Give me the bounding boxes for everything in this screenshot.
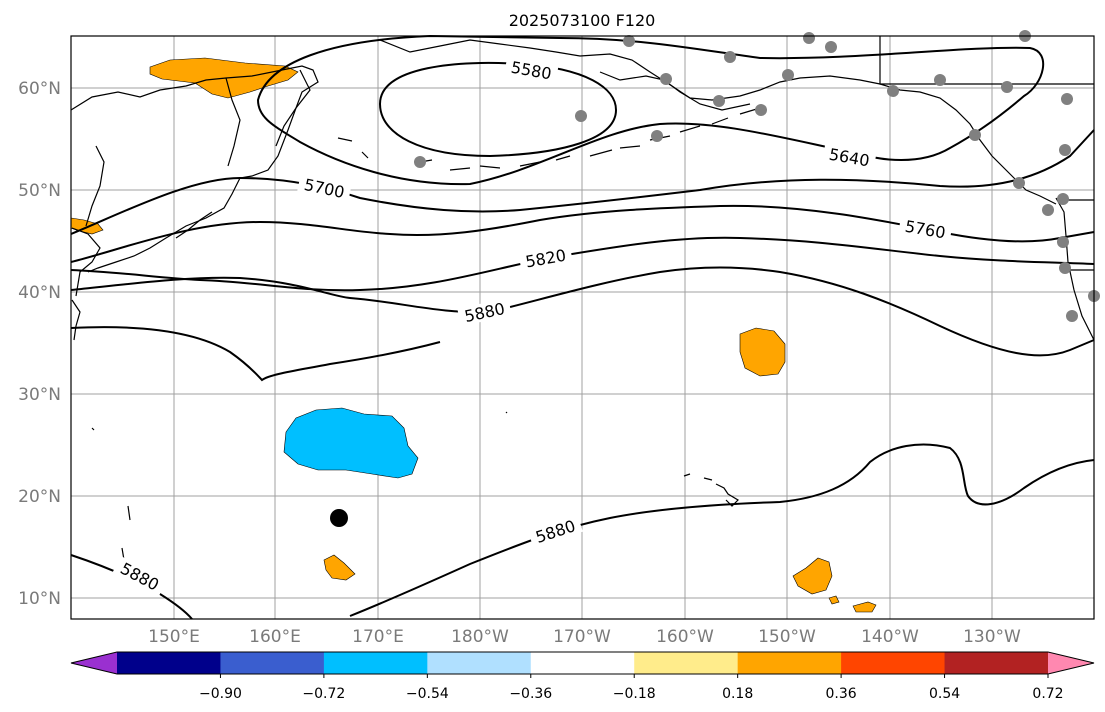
lon-label-170w: 170°W (553, 627, 611, 647)
coastline-alaska (379, 39, 1057, 205)
lon-label-170e: 170°E (352, 627, 404, 647)
contour-5580-inner (378, 61, 618, 158)
contour-5880-north (70, 266, 1095, 357)
map-frame (70, 35, 1095, 620)
colorbar: −0.90 −0.72 −0.54 −0.36 −0.18 0.18 0.36 0.54 0.7… (70, 651, 1095, 702)
station-dot (755, 104, 767, 116)
colorbar-tick-label: 0.36 (826, 686, 857, 702)
colorbar-tick-label: 0.72 (1032, 686, 1063, 702)
station-dot (887, 85, 899, 97)
coastline-aleutians (337, 107, 761, 171)
map-panel: 5580 5640 5700 5760 5820 5880 5880 5880 (70, 30, 1100, 620)
lat-label-50n: 50°N (18, 181, 61, 201)
lat-label-60n: 60°N (18, 79, 61, 99)
station-dot (782, 69, 794, 81)
coastline-small-islands (91, 411, 508, 561)
colorbar-extend-high (1048, 652, 1094, 674)
station-dot (414, 156, 426, 168)
height-contours (70, 34, 1095, 620)
lon-label-160w: 160°W (656, 627, 714, 647)
lat-label-20n: 20°N (18, 487, 61, 507)
colorbar-segment (117, 652, 221, 674)
anomaly-positive-east-1 (792, 557, 833, 595)
contour-5700 (70, 129, 1095, 235)
map-title: 2025073100 F120 (509, 11, 656, 30)
lon-label-150e: 150°E (148, 627, 200, 647)
station-dot (660, 73, 672, 85)
anomaly-positive-east-3 (828, 595, 840, 605)
station-dot (1013, 177, 1025, 189)
lon-label-180w: 180°W (451, 627, 509, 647)
station-dot (803, 32, 815, 44)
station-dot (825, 41, 837, 53)
anomaly-positive-marshall (323, 554, 356, 581)
anomaly-negative-subtropical (283, 407, 419, 479)
colorbar-segment (737, 652, 842, 674)
station-dot (969, 129, 981, 141)
colorbar-tick-label: −0.18 (613, 686, 656, 702)
coastline-asia (70, 65, 319, 273)
station-dot (575, 110, 587, 122)
lon-label-150w: 150°W (758, 627, 816, 647)
colorbar-tick-label: 0.18 (722, 686, 753, 702)
coastline-alaska-inner (599, 71, 751, 111)
colorbar-segment (530, 652, 635, 674)
lat-label-30n: 30°N (18, 385, 61, 405)
border-canada (879, 36, 1094, 85)
station-dot (713, 95, 725, 107)
lat-label-40n: 40°N (18, 283, 61, 303)
coastline-na-west (1055, 197, 1095, 341)
colorbar-tick-label: 0.54 (929, 686, 960, 702)
station-dot (1066, 310, 1078, 322)
lon-label-160e: 160°E (249, 627, 301, 647)
colorbar-segment (220, 652, 325, 674)
contour-5640 (256, 34, 1045, 186)
coastline-okhotsk (225, 77, 241, 167)
colorbar-segment (323, 652, 428, 674)
colorbar-tick-label: −0.36 (509, 686, 552, 702)
colorbar-segment (841, 652, 946, 674)
storm-center-marker (330, 509, 348, 527)
station-dot (1059, 262, 1071, 274)
coastline-kurils (175, 211, 213, 239)
station-dot (1059, 144, 1071, 156)
station-dot (1057, 193, 1069, 205)
lon-label-130w: 130°W (963, 627, 1021, 647)
station-dot (1001, 81, 1013, 93)
colorbar-segments (71, 652, 1094, 674)
coastlines (70, 36, 1095, 561)
station-dot (651, 130, 663, 142)
gridlines (71, 36, 1094, 619)
colorbar-outline (70, 651, 1095, 675)
lat-label-10n: 10°N (18, 589, 61, 609)
contour-5880-mid (70, 326, 441, 382)
contour-5880-south (349, 443, 1095, 617)
colorbar-tick-label: −0.90 (199, 686, 242, 702)
station-dot (724, 51, 736, 63)
colorbar-segment (427, 652, 532, 674)
station-dot (1061, 93, 1073, 105)
lon-label-140w: 140°W (861, 627, 919, 647)
station-dot (1057, 236, 1069, 248)
latitude-labels: 60°N 50°N 40°N 30°N 20°N 10°N (18, 79, 61, 609)
station-dot (934, 74, 946, 86)
colorbar-tick-label: −0.72 (302, 686, 345, 702)
station-dot (623, 35, 635, 47)
coastline-kamchatka (275, 69, 311, 147)
anomaly-positive-midpacific (739, 327, 786, 377)
colorbar-extend-low (71, 652, 117, 674)
station-dot (1042, 204, 1054, 216)
coastline-korea (71, 299, 81, 341)
colorbar-ticks: −0.90 −0.72 −0.54 −0.36 −0.18 0.18 0.36 0.54 0.7… (199, 674, 1064, 702)
colorbar-tick-label: −0.54 (406, 686, 449, 702)
anomaly-positive-east-2 (852, 601, 877, 613)
coastline-sakhalin (85, 145, 105, 227)
colorbar-segment (944, 652, 1049, 674)
longitude-labels: 150°E 160°E 170°E 180°W 170°W 160°W 150°… (148, 627, 1021, 647)
colorbar-segment (634, 652, 739, 674)
